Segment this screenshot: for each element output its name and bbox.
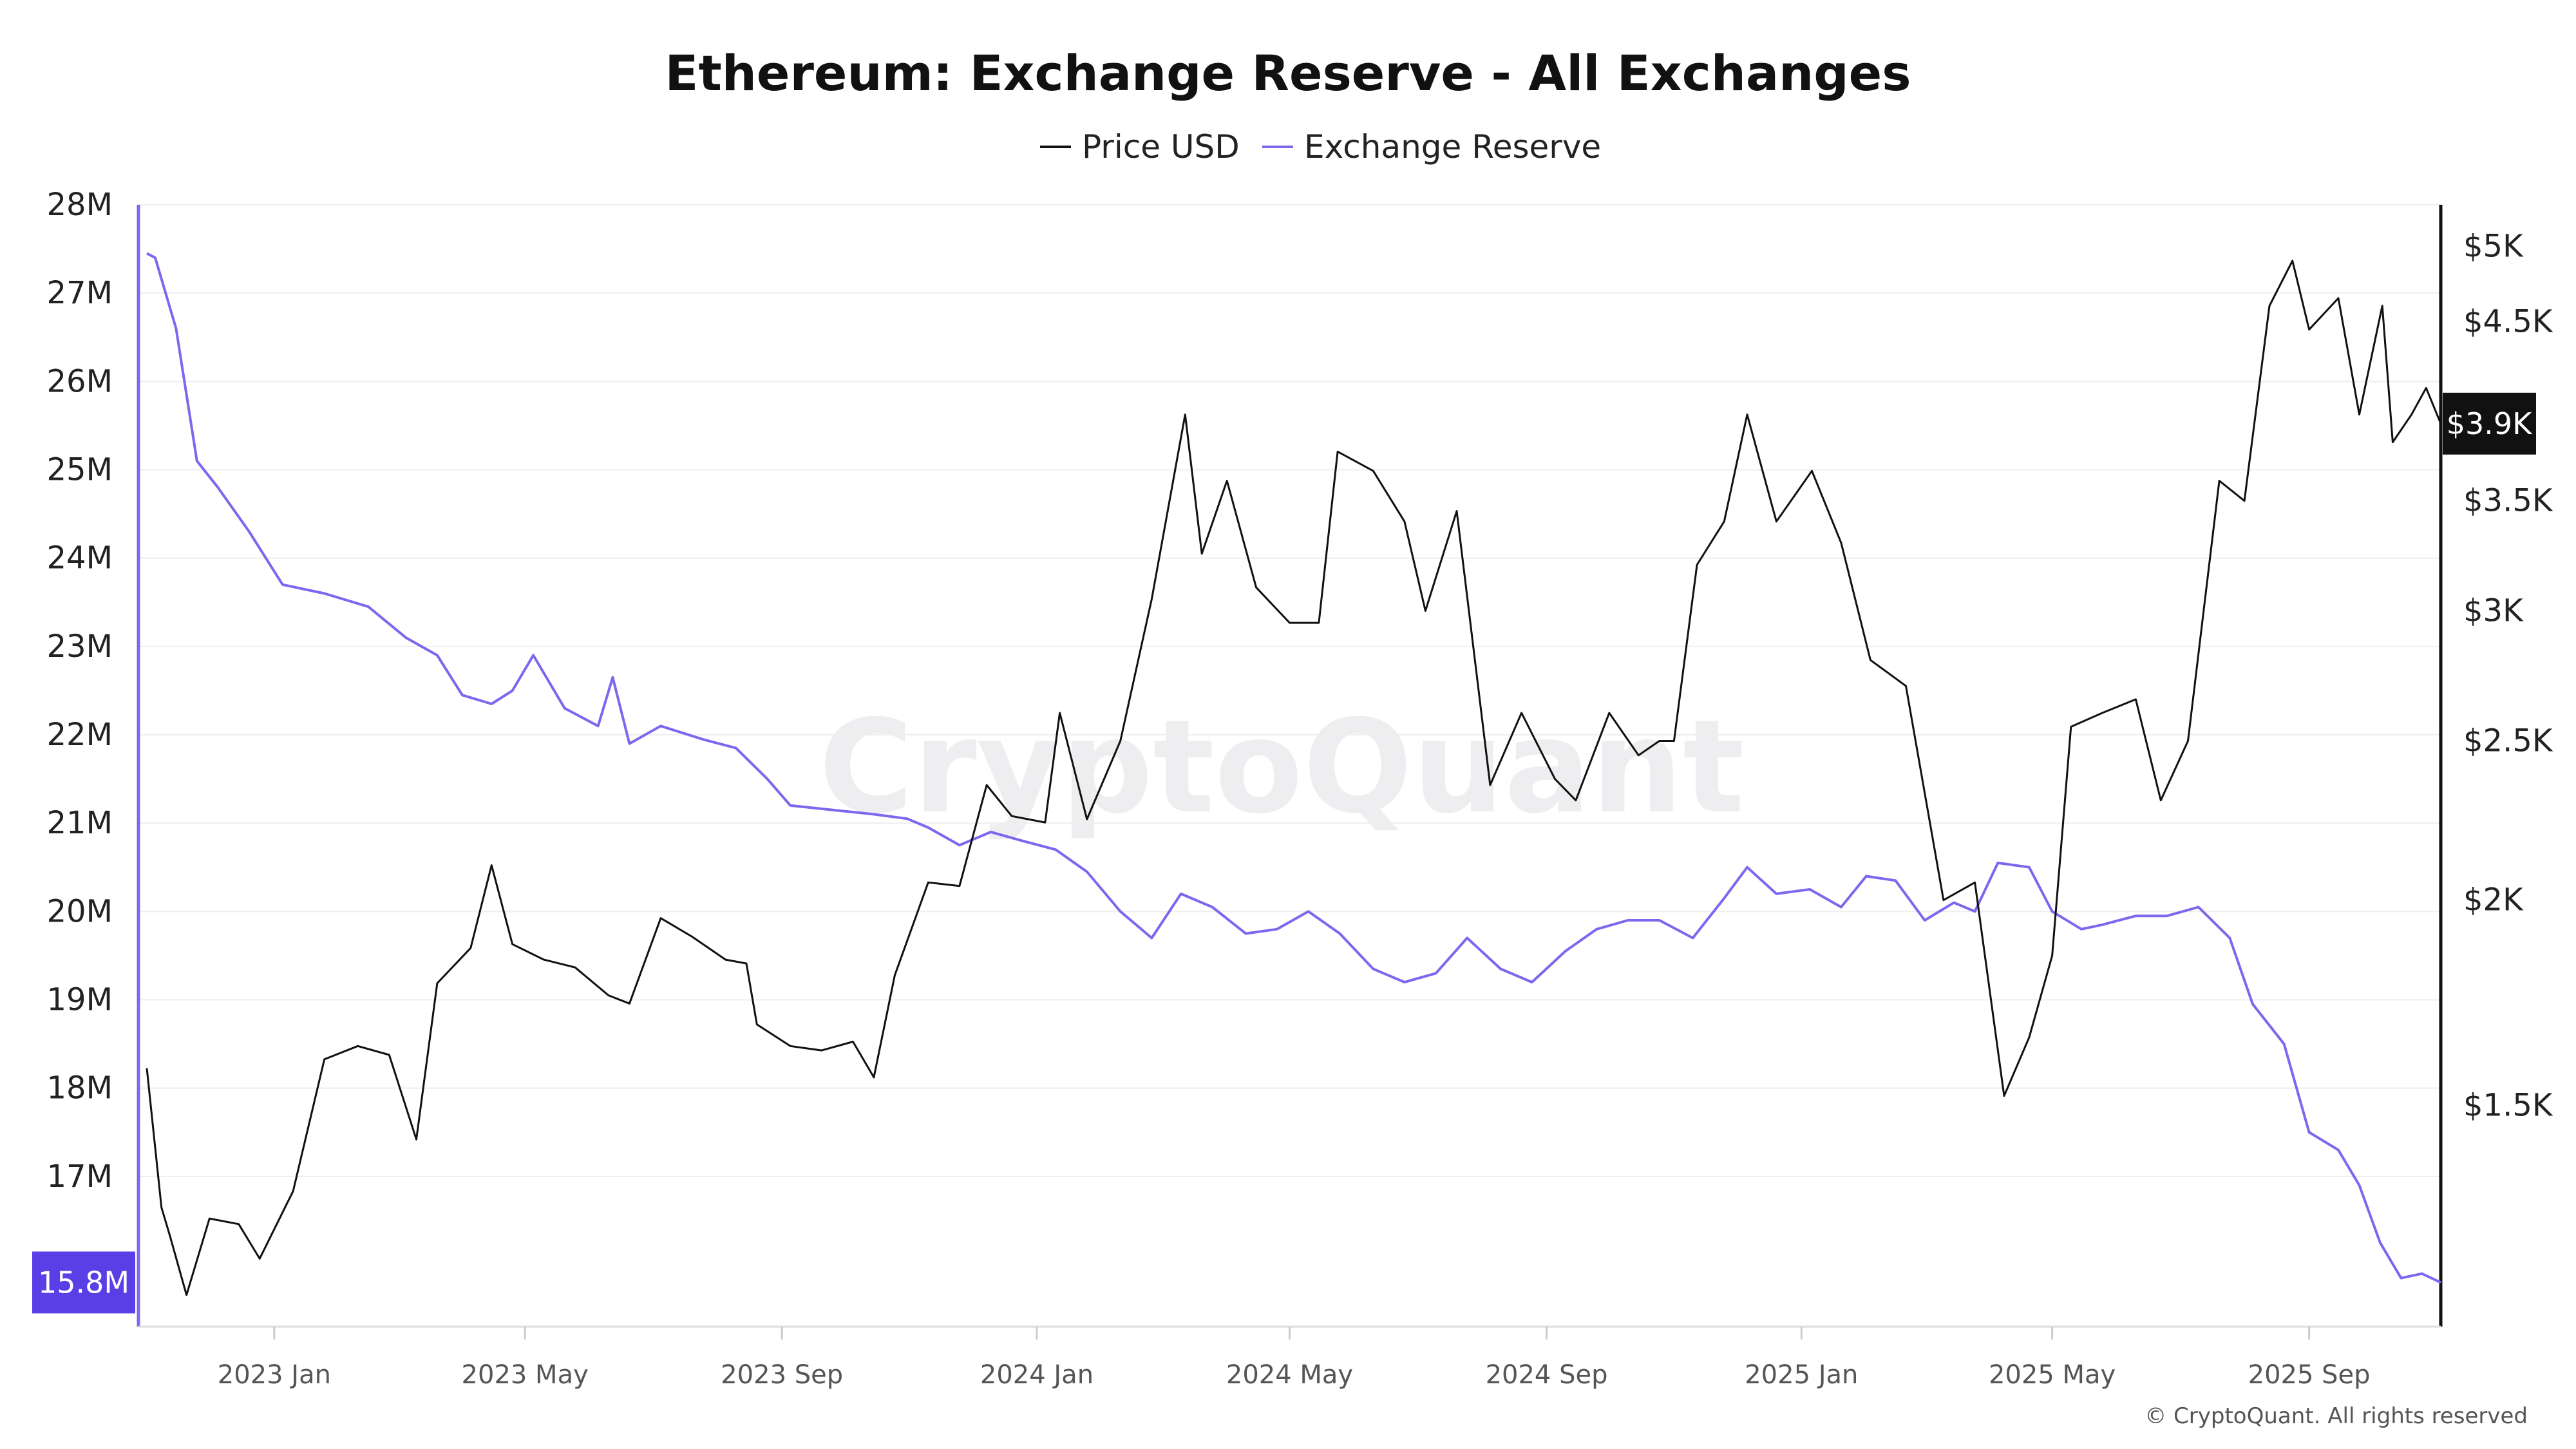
y-left-tick-label: 18M xyxy=(47,1070,113,1106)
y-left-tick-label: 25M xyxy=(47,451,113,488)
badges: 15.8M $3.9K xyxy=(32,392,2536,1314)
legend-item-reserve[interactable]: Exchange Reserve xyxy=(1262,128,1601,166)
y-left-tick-label: 23M xyxy=(47,629,113,665)
x-tick-label: 2024 Jan xyxy=(980,1360,1094,1390)
x-tick-label: 2025 Jan xyxy=(1745,1360,1858,1390)
copyright-text: © CryptoQuant. All rights reserved xyxy=(2145,1403,2528,1429)
y-left-tick-label: 26M xyxy=(47,363,113,399)
y-left-tick-label: 28M xyxy=(47,187,113,223)
x-tick-label: 2023 May xyxy=(462,1360,589,1390)
y-left-tick-label: 27M xyxy=(47,275,113,311)
x-tick-label: 2023 Sep xyxy=(721,1360,843,1390)
y-right-tick-label: $2K xyxy=(2463,882,2524,918)
x-tick-label: 2023 Jan xyxy=(218,1360,331,1390)
price-usd-line xyxy=(146,260,2442,1296)
x-tick-label: 2024 Sep xyxy=(1486,1360,1608,1390)
y-right-tick-label: $1.5K xyxy=(2463,1087,2553,1123)
price-current-label: $3.9K xyxy=(2447,406,2533,441)
legend-label: Price USD xyxy=(1082,128,1240,166)
y-left-tick-label: 17M xyxy=(47,1159,113,1195)
y-left-tick-label: 24M xyxy=(47,540,113,576)
legend: Price USD Exchange Reserve xyxy=(1040,128,1601,166)
y-left-tick-label: 20M xyxy=(47,893,113,929)
y-left-tick-label: 21M xyxy=(47,805,113,841)
y-right-tick-label: $4.5K xyxy=(2463,303,2553,339)
reserve-current-label: 15.8M xyxy=(38,1265,129,1300)
watermark-text: CryptoQuant xyxy=(819,692,1744,842)
x-tick-label: 2024 May xyxy=(1226,1360,1353,1390)
series-layer xyxy=(146,252,2442,1296)
y-right-tick-label: $3K xyxy=(2463,592,2524,629)
exchange-reserve-line xyxy=(146,252,2441,1284)
reserve-current-badge xyxy=(32,1251,135,1314)
y-right-tick-label: $3.5K xyxy=(2463,483,2553,519)
y-right-tick-label: $5K xyxy=(2463,229,2524,265)
axes: 17M 18M 19M 20M 21M 22M 23M 24M 25M 26M 27M 28M $1.5… xyxy=(47,187,2553,1390)
chart-title: Ethereum: Exchange Reserve - All Exchang… xyxy=(665,44,1911,102)
x-tick-label: 2025 Sep xyxy=(2248,1360,2371,1390)
y-right-tick-label: $2.5K xyxy=(2463,723,2553,759)
y-left-tick-label: 19M xyxy=(47,981,113,1018)
x-tick-label: 2025 May xyxy=(1989,1360,2116,1390)
legend-label: Exchange Reserve xyxy=(1304,128,1601,166)
price-current-badge xyxy=(2443,392,2536,455)
y-left-tick-label: 22M xyxy=(47,717,113,753)
legend-item-price[interactable]: Price USD xyxy=(1040,128,1240,166)
grid xyxy=(138,204,2441,1177)
